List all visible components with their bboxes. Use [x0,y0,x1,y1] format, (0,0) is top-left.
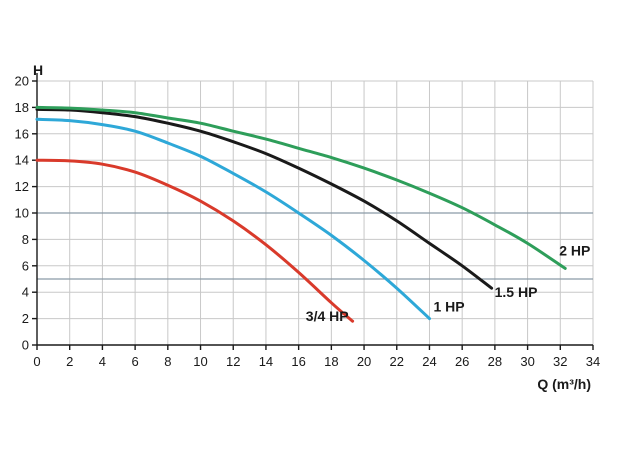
series-line-2-hp [35,105,567,270]
y-tick-label-12: 12 [15,179,29,194]
x-tick-label-4: 4 [99,354,106,369]
x-tick-label-16: 16 [291,354,305,369]
series-label-1-hp: 1 HP [433,299,464,315]
y-axis-title: H [33,62,43,78]
y-tick-label-2: 2 [22,311,29,326]
y-tick-label-14: 14 [15,153,29,168]
series-label-3-4-hp: 3/4 HP [306,308,349,324]
y-tick-label-4: 4 [22,285,29,300]
x-tick-label-12: 12 [226,354,240,369]
series-line-1-5-hp [35,107,494,290]
y-tick-label-20: 20 [15,74,29,89]
y-tick-label-10: 10 [15,206,29,221]
x-tick-label-0: 0 [33,354,40,369]
x-tick-label-32: 32 [553,354,567,369]
y-tick-label-0: 0 [22,338,29,353]
x-tick-label-24: 24 [422,354,436,369]
x-tick-label-22: 22 [390,354,404,369]
x-tick-label-8: 8 [164,354,171,369]
x-tick-label-26: 26 [455,354,469,369]
x-tick-label-10: 10 [193,354,207,369]
x-tick-label-30: 30 [520,354,534,369]
x-tick-label-2: 2 [66,354,73,369]
x-tick-label-20: 20 [357,354,371,369]
y-tick-label-8: 8 [22,232,29,247]
x-tick-label-6: 6 [132,354,139,369]
series-line-3-4-hp [35,158,355,323]
labels-layer: 3/4 HP 1 HP 1.5 HP 2 HP [306,242,591,324]
y-tick-label-16: 16 [15,126,29,141]
x-axis-title: Q (m³/h) [537,376,591,392]
x-tick-label-28: 28 [488,354,502,369]
x-tick-label-34: 34 [586,354,600,369]
x-tick-label-14: 14 [259,354,273,369]
series-label-2-hp: 2 HP [559,242,590,258]
grid-layer [37,80,594,345]
curves-layer [35,105,567,323]
y-tick-label-18: 18 [15,100,29,115]
series-label-1-5-hp: 1.5 HP [495,284,538,300]
x-tick-label-18: 18 [324,354,338,369]
y-tick-label-6: 6 [22,258,29,273]
series-line-1-hp [35,117,431,321]
